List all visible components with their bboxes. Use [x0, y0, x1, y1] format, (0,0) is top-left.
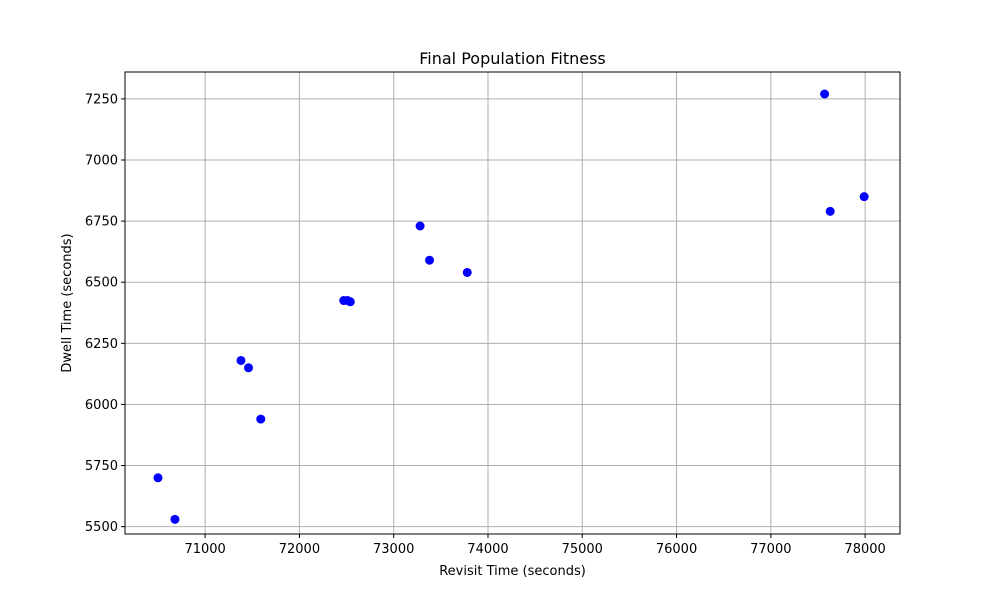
chart-title: Final Population Fitness [419, 49, 606, 68]
data-point [170, 514, 180, 524]
data-point [153, 473, 163, 483]
data-point [256, 414, 266, 424]
y-tick-label: 5750 [85, 459, 118, 474]
data-point [244, 363, 254, 373]
data-point [820, 89, 830, 99]
y-tick-label: 5500 [85, 520, 118, 535]
data-point [462, 267, 472, 277]
axes-frame [124, 71, 901, 535]
x-tick-label: 78000 [844, 542, 885, 557]
x-tick-label: 76000 [656, 542, 697, 557]
y-tick-label: 6500 [85, 276, 118, 291]
x-tick-label: 74000 [467, 542, 508, 557]
data-point [859, 192, 869, 202]
y-tick-label: 6000 [85, 398, 118, 413]
x-tick-label: 77000 [750, 542, 791, 557]
x-axis-label: Revisit Time (seconds) [439, 564, 586, 579]
y-tick-label: 6250 [85, 337, 118, 352]
y-tick-label: 7000 [85, 154, 118, 169]
y-tick-label: 7250 [85, 92, 118, 107]
x-tick-label: 73000 [373, 542, 414, 557]
data-points [153, 89, 869, 524]
y-axis-ticks: 5500 5750 6000 6250 6500 6750 7000 7250 [85, 92, 125, 535]
x-tick-label: 75000 [562, 542, 603, 557]
x-tick-label: 71000 [184, 542, 225, 557]
data-point [425, 255, 435, 265]
data-point [345, 297, 355, 307]
x-tick-label: 72000 [279, 542, 320, 557]
x-axis-ticks: 71000 72000 73000 74000 75000 76000 77000 78000 [184, 534, 886, 557]
y-axis-label: Dwell Time (seconds) [60, 233, 75, 372]
grid-lines [125, 72, 900, 534]
data-point [825, 206, 835, 216]
data-point [415, 221, 425, 231]
y-tick-label: 6750 [85, 215, 118, 230]
data-point [236, 355, 246, 365]
